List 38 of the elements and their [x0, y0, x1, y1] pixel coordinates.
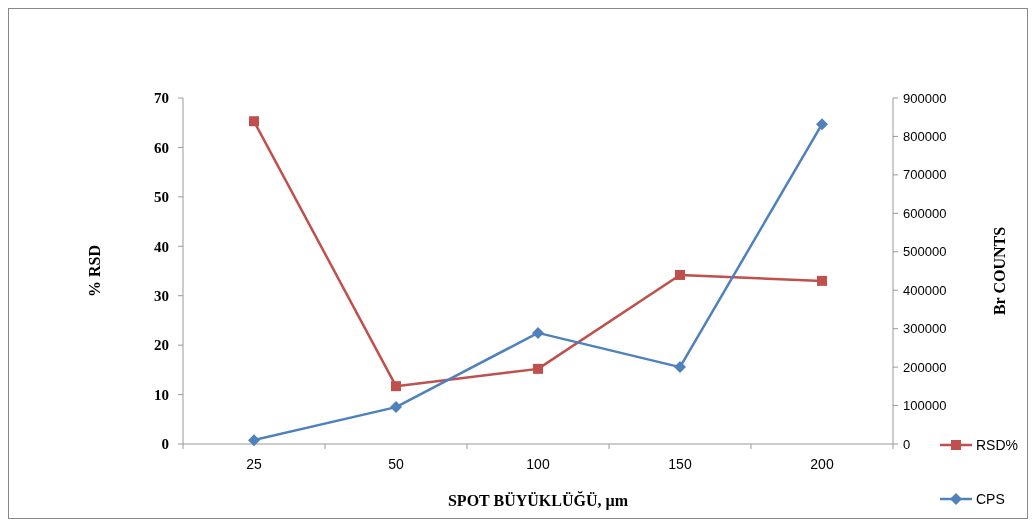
- x-tick-label: 150: [668, 456, 692, 472]
- y-tick-label: 70: [154, 90, 169, 107]
- point: [533, 363, 543, 374]
- legend-label: RSD%: [976, 436, 1019, 453]
- x-tick-label: 50: [388, 456, 404, 472]
- y2-tick-label: 300000: [903, 321, 947, 337]
- y-tick-label: 30: [154, 287, 169, 304]
- y-axis-title: % RSD: [86, 244, 103, 298]
- point: [248, 434, 260, 447]
- y2-tick-label: 0: [903, 436, 911, 452]
- point: [249, 116, 259, 127]
- point: [675, 269, 685, 280]
- point: [391, 381, 401, 392]
- y-tick-label: 60: [154, 139, 169, 156]
- y2-tick-label: 400000: [903, 282, 947, 298]
- x-tick-label: 200: [810, 456, 834, 472]
- point: [532, 326, 544, 339]
- y2-tick-label: 600000: [903, 205, 947, 221]
- y2-tick-label: 900000: [903, 90, 947, 106]
- y-tick-label: 10: [154, 386, 169, 403]
- x-tick-label: 100: [526, 456, 550, 472]
- point: [674, 361, 686, 374]
- y2-tick-label: 800000: [903, 128, 947, 144]
- y2-tick-label: 200000: [903, 359, 947, 375]
- y-tick-label: 40: [154, 238, 169, 255]
- y-tick-label: 20: [154, 337, 169, 354]
- y2-tick-label: 700000: [903, 167, 947, 183]
- y2-tick-label: 500000: [903, 244, 947, 260]
- legend-label: CPS: [976, 490, 1005, 507]
- point: [817, 275, 827, 286]
- y-tick-label: 0: [161, 436, 169, 453]
- y2-tick-label: 100000: [903, 398, 947, 414]
- y-tick-label: 50: [154, 189, 169, 206]
- x-tick-label: 25: [246, 456, 262, 472]
- point: [390, 401, 402, 414]
- point: [816, 118, 828, 131]
- x-axis-title: SPOT BÜYÜKLÜĞÜ, µm: [447, 491, 629, 510]
- y2-axis-title: Br COUNTS: [991, 226, 1008, 316]
